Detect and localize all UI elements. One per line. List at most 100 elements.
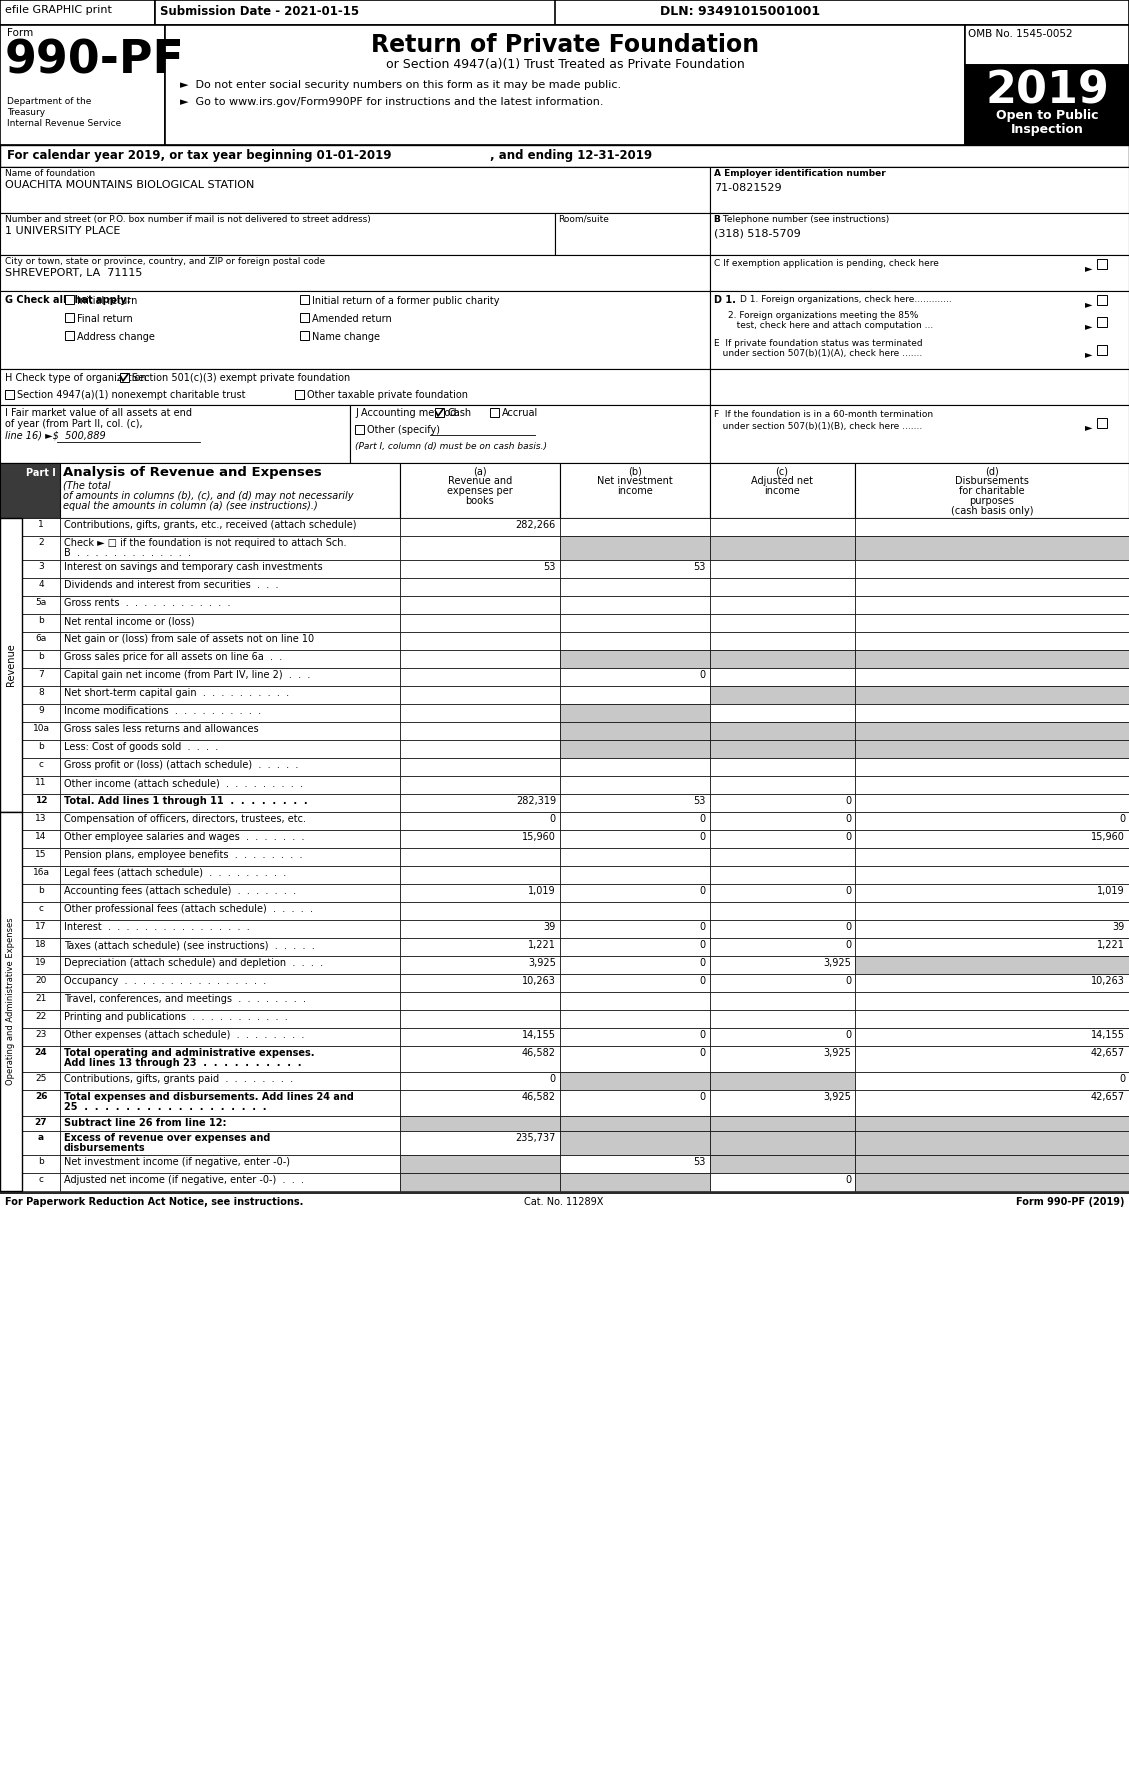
Bar (710, 1029, 855, 1047)
Text: 1,221: 1,221 (528, 939, 555, 950)
Text: 0: 0 (700, 1030, 706, 1039)
Bar (710, 1174, 855, 1191)
Bar (855, 991, 1129, 1011)
Text: Room/suite: Room/suite (558, 215, 609, 224)
Bar (400, 884, 560, 902)
Bar (560, 902, 710, 920)
Bar (855, 1116, 1129, 1131)
Bar (60, 1116, 400, 1131)
Text: of amounts in columns (b), (c), and (d) may not necessarily: of amounts in columns (b), (c), and (d) … (63, 490, 353, 501)
Bar (710, 830, 855, 848)
Text: 0: 0 (700, 886, 706, 896)
Text: or Section 4947(a)(1) Trust Treated as Private Foundation: or Section 4947(a)(1) Trust Treated as P… (386, 57, 744, 72)
Bar (710, 1090, 855, 1116)
Text: line 16) ►$  500,889: line 16) ►$ 500,889 (5, 429, 106, 440)
Bar (855, 463, 1129, 519)
Bar (400, 537, 560, 560)
Bar (400, 463, 560, 519)
Text: Other income (attach schedule)  .  .  .  .  .  .  .  .  .: Other income (attach schedule) . . . . .… (64, 778, 303, 787)
Text: Gross rents  .  .  .  .  .  .  .  .  .  .  .  .: Gross rents . . . . . . . . . . . . (64, 598, 230, 608)
Bar (21, 685, 60, 705)
Bar (300, 313, 309, 322)
Bar (710, 866, 855, 884)
Text: 4: 4 (38, 580, 44, 589)
Bar (710, 973, 855, 991)
Text: Number and street (or P.O. box number if mail is not delivered to street address: Number and street (or P.O. box number if… (5, 215, 370, 224)
Text: DLN: 93491015001001: DLN: 93491015001001 (660, 5, 820, 18)
Bar (855, 519, 1129, 537)
Bar (60, 741, 400, 759)
Bar (300, 295, 309, 304)
Bar (5, 390, 14, 399)
Text: 6a: 6a (35, 633, 46, 642)
Text: B Telephone number (see instructions): B Telephone number (see instructions) (714, 215, 890, 224)
Bar (400, 759, 560, 776)
Text: efile GRAPHIC print: efile GRAPHIC print (5, 5, 112, 14)
Text: for charitable: for charitable (960, 487, 1025, 496)
Bar (60, 1011, 400, 1029)
Text: ►  Do not enter social security numbers on this form as it may be made public.: ► Do not enter social security numbers o… (180, 81, 621, 89)
Bar (21, 537, 60, 560)
Bar (855, 1047, 1129, 1072)
Text: For Paperwork Reduction Act Notice, see instructions.: For Paperwork Reduction Act Notice, see … (5, 1197, 304, 1208)
Text: 19: 19 (35, 957, 46, 968)
Text: Cash: Cash (447, 408, 471, 419)
Text: 0: 0 (844, 921, 851, 932)
Bar (855, 1072, 1129, 1090)
Bar (60, 649, 400, 667)
Text: Total operating and administrative expenses.: Total operating and administrative expen… (64, 1048, 315, 1057)
Bar (400, 560, 560, 578)
Text: 39: 39 (544, 921, 555, 932)
Text: H Check type of organization:: H Check type of organization: (5, 372, 150, 383)
Text: Net gain or (loss) from sale of assets not on line 10: Net gain or (loss) from sale of assets n… (64, 633, 314, 644)
Bar (855, 685, 1129, 705)
Bar (60, 578, 400, 596)
Bar (560, 649, 710, 667)
Bar (400, 685, 560, 705)
Bar (710, 1156, 855, 1174)
Bar (21, 794, 60, 812)
Bar (60, 705, 400, 723)
Text: (The total: (The total (63, 481, 111, 490)
Text: ►: ► (1085, 299, 1093, 309)
Bar (560, 1047, 710, 1072)
Bar (710, 794, 855, 812)
Bar (710, 848, 855, 866)
Text: Check ► □ if the foundation is not required to attach Sch.: Check ► □ if the foundation is not requi… (64, 538, 347, 547)
Bar (295, 390, 304, 399)
Text: Printing and publications  .  .  .  .  .  .  .  .  .  .  .: Printing and publications . . . . . . . … (64, 1013, 288, 1022)
Text: Legal fees (attach schedule)  .  .  .  .  .  .  .  .  .: Legal fees (attach schedule) . . . . . .… (64, 868, 287, 878)
Text: 10,263: 10,263 (522, 977, 555, 986)
Bar (560, 794, 710, 812)
Text: 26: 26 (35, 1091, 47, 1100)
Bar (400, 1131, 560, 1156)
Bar (560, 685, 710, 705)
Bar (400, 741, 560, 759)
Bar (21, 560, 60, 578)
Text: Amended return: Amended return (312, 315, 392, 324)
Bar (21, 705, 60, 723)
Bar (855, 848, 1129, 866)
Text: Compensation of officers, directors, trustees, etc.: Compensation of officers, directors, tru… (64, 814, 306, 825)
Text: Dividends and interest from securities  .  .  .: Dividends and interest from securities .… (64, 580, 279, 590)
Bar (355, 426, 364, 435)
Bar (855, 1156, 1129, 1174)
Text: 0: 0 (844, 939, 851, 950)
Text: SHREVEPORT, LA  71115: SHREVEPORT, LA 71115 (5, 268, 142, 277)
Bar (965, 25, 1129, 64)
Bar (21, 830, 60, 848)
Text: 1,019: 1,019 (528, 886, 555, 896)
Bar (710, 404, 1129, 463)
Bar (400, 1174, 560, 1191)
Text: disbursements: disbursements (64, 1143, 146, 1152)
Text: 1,019: 1,019 (1097, 886, 1124, 896)
Text: (b): (b) (628, 465, 642, 476)
Text: Add lines 13 through 23  .  .  .  .  .  .  .  .  .  .: Add lines 13 through 23 . . . . . . . . … (64, 1057, 301, 1068)
Bar (0, 25, 165, 145)
Bar (21, 741, 60, 759)
Text: Pension plans, employee benefits  .  .  .  .  .  .  .  .: Pension plans, employee benefits . . . .… (64, 850, 303, 861)
Text: 15,960: 15,960 (522, 832, 555, 843)
Bar (560, 920, 710, 937)
Bar (855, 1131, 1129, 1156)
Bar (400, 1156, 560, 1174)
